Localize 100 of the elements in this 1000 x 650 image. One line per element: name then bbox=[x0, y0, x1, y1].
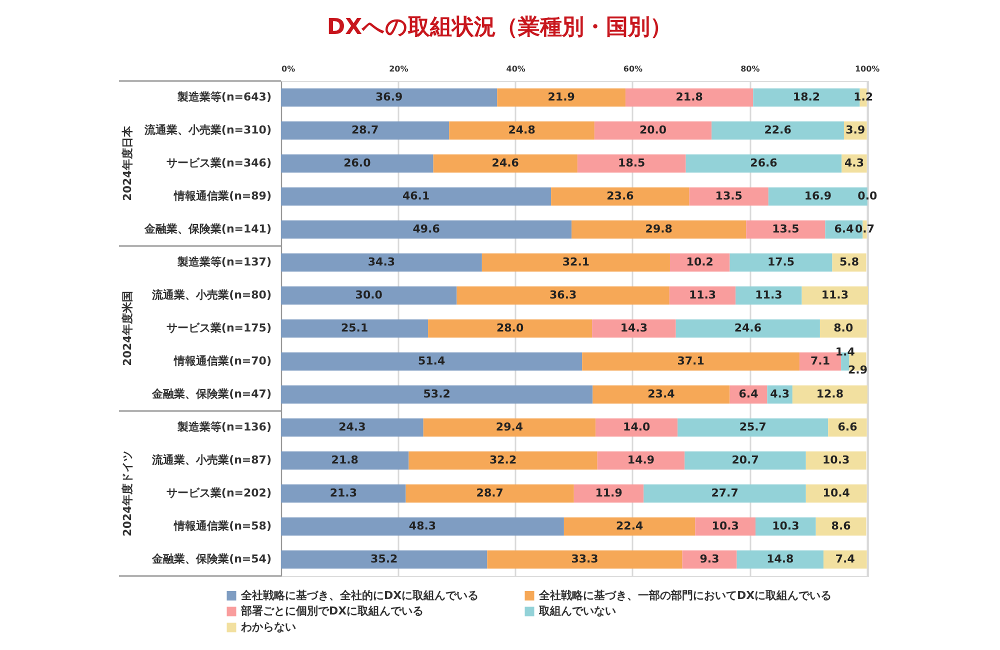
y-tick-label: 流通業、小売業(n=80) bbox=[151, 288, 272, 302]
bar bbox=[644, 484, 806, 503]
bar bbox=[684, 451, 806, 470]
data-label: 46.1 bbox=[402, 190, 430, 202]
y-tick-label: 製造業等(n=643) bbox=[176, 90, 272, 104]
data-label: 35.2 bbox=[370, 552, 398, 566]
data-label: 28.0 bbox=[496, 322, 524, 334]
data-label: 1.4 bbox=[835, 346, 856, 358]
data-label: 25.7 bbox=[739, 420, 766, 434]
data-label: 20.7 bbox=[732, 454, 759, 466]
data-label: 14.3 bbox=[620, 322, 648, 334]
data-label: 53.2 bbox=[423, 388, 450, 400]
bar bbox=[574, 484, 644, 503]
data-label: 26.0 bbox=[344, 156, 372, 170]
data-label: 11.9 bbox=[595, 486, 622, 500]
data-label: 21.8 bbox=[331, 454, 358, 466]
bar bbox=[433, 154, 578, 173]
data-label: 32.2 bbox=[489, 454, 517, 466]
bar bbox=[596, 418, 678, 437]
data-label: 14.8 bbox=[766, 552, 794, 566]
y-tick-label: サービス業(n=202) bbox=[166, 486, 272, 500]
bar bbox=[281, 286, 457, 305]
x-tick-label: 20% bbox=[389, 64, 408, 74]
bar bbox=[730, 253, 832, 272]
data-label: 21.3 bbox=[330, 486, 357, 500]
bar bbox=[497, 88, 626, 107]
y-tick-label: 金融業、保険業(n=141) bbox=[143, 222, 272, 236]
y-tick-label: サービス業(n=175) bbox=[166, 322, 272, 334]
bar bbox=[582, 352, 800, 371]
data-label: 8.0 bbox=[834, 322, 854, 334]
bar bbox=[823, 550, 867, 569]
y-tick-label: 製造業等(n=137) bbox=[176, 256, 272, 268]
bar bbox=[551, 187, 690, 206]
bar bbox=[456, 286, 670, 305]
data-label: 24.3 bbox=[338, 420, 366, 434]
data-label: 29.4 bbox=[496, 420, 524, 434]
data-label: 7.4 bbox=[835, 552, 856, 566]
data-label: 3.9 bbox=[846, 124, 866, 136]
bar bbox=[281, 418, 424, 437]
bar bbox=[281, 121, 450, 140]
data-label: 13.5 bbox=[772, 222, 800, 236]
data-label: 37.1 bbox=[677, 354, 704, 368]
text: 2024年度日本 bbox=[121, 125, 134, 201]
x-tick-label: 60% bbox=[623, 64, 643, 74]
bar bbox=[281, 517, 564, 536]
y-tick-label: 情報通信業(n=58) bbox=[173, 520, 272, 532]
data-label: 10.4 bbox=[822, 486, 850, 500]
data-label: 17.5 bbox=[767, 256, 795, 268]
bar bbox=[281, 220, 572, 239]
bar bbox=[594, 121, 712, 140]
data-label: 27.7 bbox=[711, 486, 738, 500]
data-label: 21.8 bbox=[676, 90, 703, 104]
data-label: 18.2 bbox=[792, 90, 820, 104]
data-label: 32.1 bbox=[562, 256, 590, 268]
data-label: 6.4 bbox=[834, 222, 854, 236]
y-tick-label: 流通業、小売業(n=87) bbox=[151, 454, 272, 466]
data-label: 29.8 bbox=[645, 222, 672, 236]
bar bbox=[428, 319, 592, 338]
data-label: 30.0 bbox=[355, 288, 383, 302]
legend-label: わからない bbox=[240, 620, 296, 634]
x-tick-label: 40% bbox=[506, 64, 526, 74]
bar bbox=[572, 220, 746, 239]
data-label: 34.3 bbox=[368, 256, 396, 268]
bar bbox=[736, 286, 802, 305]
y-tick-label: 流通業、小売業(n=310) bbox=[143, 124, 272, 136]
y-tick-label: 金融業、保険業(n=54) bbox=[151, 552, 272, 566]
data-label: 5.8 bbox=[840, 256, 860, 268]
data-label: 22.6 bbox=[764, 124, 792, 136]
data-label: 12.8 bbox=[816, 388, 844, 400]
bar bbox=[577, 154, 686, 173]
bar bbox=[449, 121, 594, 140]
bar bbox=[482, 253, 670, 272]
bar bbox=[281, 253, 482, 272]
bar bbox=[408, 451, 598, 470]
data-label: 0.0 bbox=[858, 190, 878, 202]
data-label: 6.6 bbox=[838, 420, 858, 434]
x-tick-label: 80% bbox=[740, 64, 760, 74]
data-label: 33.3 bbox=[571, 552, 598, 566]
bar bbox=[564, 517, 696, 536]
bar bbox=[686, 154, 842, 173]
bar bbox=[281, 451, 409, 470]
text: 2024年度ドイツ bbox=[121, 450, 134, 536]
data-label: 24.8 bbox=[508, 124, 536, 136]
data-label: 11.3 bbox=[821, 288, 848, 302]
data-label: 49.6 bbox=[412, 222, 440, 236]
y-tick-label: 情報通信業(n=89) bbox=[173, 190, 272, 202]
legend-label: 全社戦略に基づき、全社的にDXに取組んでいる bbox=[240, 588, 479, 602]
bar bbox=[669, 286, 736, 305]
bar bbox=[682, 550, 737, 569]
data-label: 20.0 bbox=[639, 124, 667, 136]
data-label: 24.6 bbox=[492, 156, 520, 170]
bar bbox=[712, 121, 844, 140]
data-label: 8.6 bbox=[831, 520, 852, 532]
data-label: 21.9 bbox=[548, 90, 575, 104]
bar bbox=[678, 418, 828, 437]
bar bbox=[281, 550, 488, 569]
data-label: 51.4 bbox=[418, 354, 446, 368]
bar bbox=[792, 385, 868, 404]
data-label: 22.4 bbox=[616, 520, 644, 532]
data-label: 28.7 bbox=[351, 124, 379, 136]
